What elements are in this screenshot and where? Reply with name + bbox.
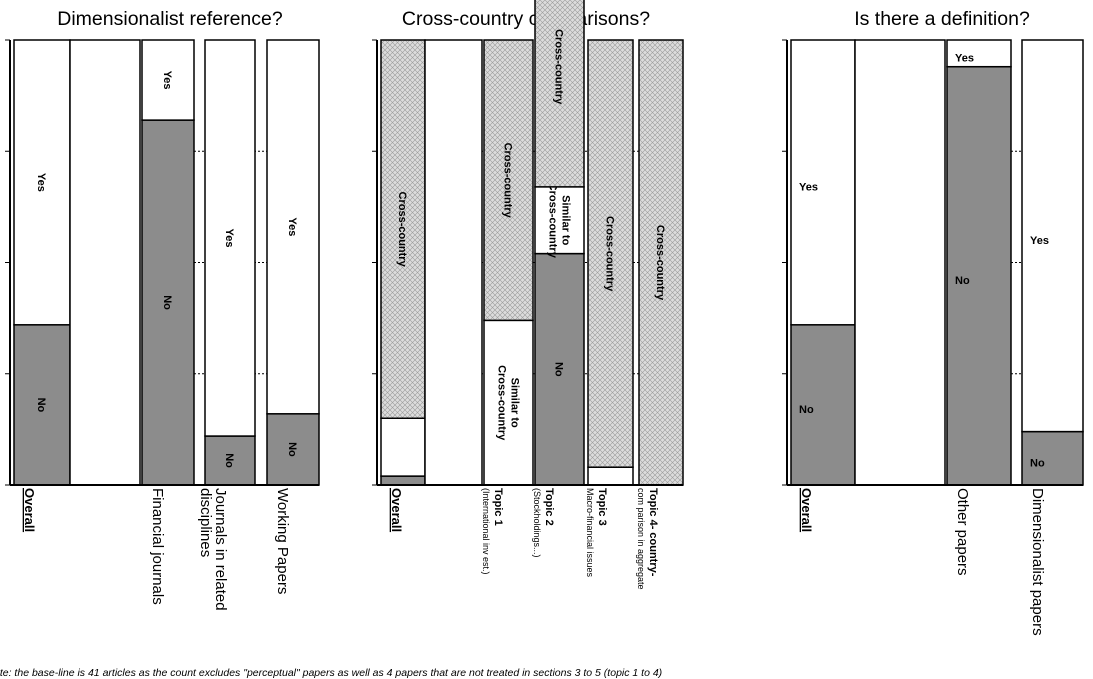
x-tick-label: Journals in relateddisciplines (197, 488, 229, 611)
x-tick-label: Topic 4- country-com parison in aggregat… (636, 488, 659, 590)
bar-data-label: No (1030, 457, 1045, 469)
bar-data-label: Similar toCross-country (496, 365, 521, 441)
x-tick-label: Overall (799, 488, 814, 532)
bar-segment (13, 39, 71, 326)
bar-data-label: Yes (955, 52, 974, 64)
bar-data-label: No (35, 398, 47, 413)
x-tick-label: Topic 2(Stockholdings...) (532, 488, 555, 558)
x-tick-label: Other papers (954, 488, 971, 576)
x-tick-label: Overall (389, 488, 404, 532)
x-tick-label: Working Papers (274, 488, 291, 594)
bar-segment (1021, 39, 1084, 433)
chart-footnote: ote: the base-line is 41 articles as the… (0, 667, 663, 679)
bar-data-label: Cross-country (502, 143, 514, 219)
bar-segment (638, 39, 684, 486)
x-tick-label: Overall (22, 488, 37, 532)
bar-data-label: Yes (35, 173, 47, 192)
bar-data-label: Cross-country (654, 225, 666, 301)
bar-segment (141, 39, 195, 121)
chart-title: Cross-country comparisons? (402, 8, 650, 30)
chart-title: Dimensionalist reference? (57, 8, 283, 30)
chart-title: Is there a definition? (854, 8, 1030, 30)
bar-data-label: Similar toCross-country (547, 183, 572, 259)
bar-data-label: Cross-country (604, 216, 616, 292)
bar-data-label: No (553, 362, 565, 377)
bar-segment (266, 39, 320, 415)
bar-segment (380, 475, 426, 486)
x-tick-label: Topic 1(International inv est.) (481, 488, 504, 575)
bar-segment (204, 435, 256, 486)
x-tick-label: Dimensionalist papers (1029, 488, 1046, 636)
bar-segment (380, 417, 426, 477)
panel-cross-country-comparisons: Cross-country comparisons?Cross-countryS… (372, 0, 684, 590)
bar-segment (483, 39, 534, 322)
x-tick-label: Topic 3Macro-financial issues (585, 488, 608, 578)
bar-placeholder (424, 39, 483, 486)
panel-dimensionalist-reference: Dimensionalist reference? No Yes No Yes No Yes… (5, 8, 320, 611)
bar-data-label: No (286, 442, 298, 457)
bar-data-label: Yes (1030, 235, 1049, 247)
bar-data-label: Cross-country (396, 192, 408, 268)
bar-placeholder (854, 39, 946, 486)
bar-segment (946, 39, 1012, 68)
bar-segment (1021, 430, 1084, 486)
bar-data-label: No (799, 404, 814, 416)
bar-segment (534, 0, 585, 188)
bar-placeholder (69, 39, 141, 486)
x-tick-label: Financial journals (149, 488, 166, 605)
bar-data-label: Yes (223, 229, 235, 248)
bar-segment (790, 39, 856, 326)
bar-segment (266, 413, 320, 486)
bar-data-label: Cross-country (553, 29, 565, 105)
bar-segment (483, 319, 534, 486)
bar-segment (204, 39, 256, 437)
bar-data-label: No (223, 453, 235, 468)
bar-data-label: No (955, 275, 970, 287)
panel-definition: Is there a definition? No Yes No Yes No Yes Ove… (782, 8, 1084, 636)
bar-segment (587, 466, 634, 486)
bar-data-label: Yes (286, 217, 298, 236)
bar-segment (534, 186, 585, 255)
bar-data-label: Yes (161, 71, 173, 90)
bar-segment (587, 39, 634, 468)
bar-data-label: Yes (799, 181, 818, 193)
bar-data-label: No (161, 295, 173, 310)
bar-segment (141, 119, 195, 486)
